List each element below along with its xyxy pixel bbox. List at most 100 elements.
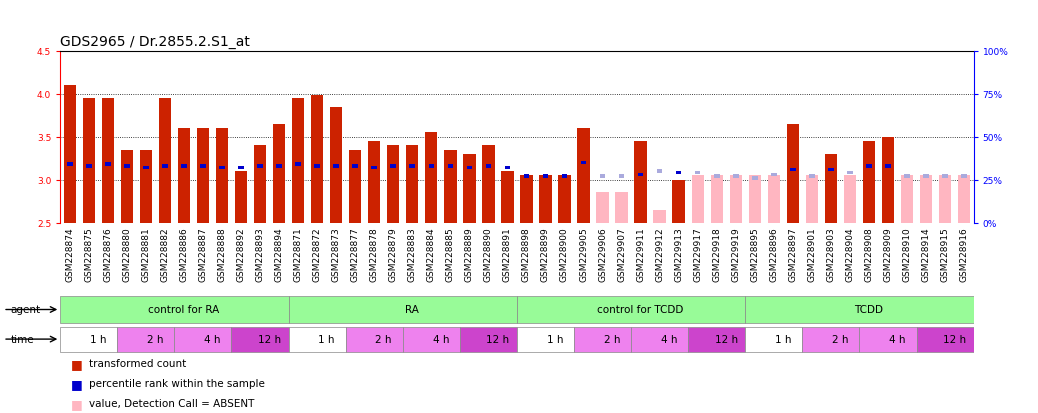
Text: GSM228893: GSM228893 [255, 226, 265, 281]
Bar [809, 175, 815, 178]
Bar [691, 176, 704, 223]
Bar [60, 327, 117, 352]
Text: 4 h: 4 h [890, 334, 906, 344]
Bar [771, 173, 776, 177]
Text: GSM228875: GSM228875 [84, 226, 93, 281]
Text: GSM228900: GSM228900 [559, 226, 569, 281]
Bar [501, 172, 514, 223]
Bar [733, 175, 739, 178]
Bar [466, 166, 472, 170]
Bar [885, 165, 891, 168]
Bar [752, 177, 758, 180]
Bar [429, 165, 434, 168]
Text: GSM229913: GSM229913 [674, 226, 683, 281]
Bar [863, 142, 875, 223]
Text: GSM228880: GSM228880 [122, 226, 132, 281]
Bar [802, 327, 859, 352]
Bar [292, 99, 304, 223]
Bar [825, 154, 837, 223]
Bar [523, 175, 529, 178]
Text: TCDD: TCDD [854, 305, 883, 315]
Text: 12 h: 12 h [487, 334, 510, 344]
Bar [86, 165, 91, 168]
Text: ■: ■ [71, 357, 82, 370]
Text: 2 h: 2 h [832, 334, 849, 344]
Bar [574, 327, 631, 352]
Text: GSM228908: GSM228908 [865, 226, 874, 281]
Bar [714, 175, 719, 178]
Bar [882, 137, 894, 223]
Bar [676, 172, 682, 175]
Bar [346, 327, 403, 352]
Bar [426, 133, 437, 223]
Bar [805, 176, 818, 223]
Text: GSM228883: GSM228883 [408, 226, 417, 281]
Bar [349, 150, 361, 223]
Text: GSM229905: GSM229905 [579, 226, 589, 281]
Bar [289, 297, 517, 323]
Bar [619, 175, 625, 178]
Bar [748, 176, 761, 223]
Text: GSM228873: GSM228873 [331, 226, 340, 281]
Text: GSM228890: GSM228890 [484, 226, 493, 281]
Text: GSM228889: GSM228889 [465, 226, 474, 281]
Text: GSM228881: GSM228881 [141, 226, 151, 281]
Bar [597, 193, 608, 223]
Bar [504, 166, 511, 170]
Text: 12 h: 12 h [258, 334, 281, 344]
Bar [920, 176, 932, 223]
Text: GSM228914: GSM228914 [922, 226, 931, 281]
Bar [958, 176, 971, 223]
Bar [486, 165, 491, 168]
Text: GSM229917: GSM229917 [693, 226, 703, 281]
Bar [844, 176, 856, 223]
Text: GSM228909: GSM228909 [883, 226, 893, 281]
Bar [254, 146, 266, 223]
Bar [444, 150, 457, 223]
Text: GSM228903: GSM228903 [826, 226, 836, 281]
Bar [917, 327, 974, 352]
Bar [943, 175, 948, 178]
Bar [961, 175, 967, 178]
Text: GSM228879: GSM228879 [388, 226, 398, 281]
Bar [295, 163, 301, 166]
Bar [694, 172, 701, 175]
Text: control for TCDD: control for TCDD [598, 305, 684, 315]
Bar [540, 176, 551, 223]
Text: GSM229906: GSM229906 [598, 226, 607, 281]
Text: transformed count: transformed count [89, 358, 187, 368]
Bar [654, 210, 665, 223]
Text: GSM228874: GSM228874 [65, 226, 75, 281]
Bar [352, 165, 358, 168]
Bar [901, 176, 913, 223]
Bar [711, 176, 722, 223]
Bar [117, 327, 174, 352]
Text: GSM229919: GSM229919 [731, 226, 740, 281]
Bar [311, 96, 323, 223]
Bar [730, 176, 742, 223]
Text: GSM228882: GSM228882 [160, 226, 169, 281]
Text: 4 h: 4 h [661, 334, 678, 344]
Bar [828, 168, 834, 171]
Bar [372, 166, 377, 170]
Text: GSM228901: GSM228901 [808, 226, 817, 281]
Bar [162, 165, 168, 168]
Bar [333, 165, 339, 168]
Bar [231, 327, 289, 352]
Bar [745, 327, 802, 352]
Bar [483, 146, 494, 223]
Text: ■: ■ [71, 396, 82, 410]
Bar [143, 166, 148, 170]
Text: agent: agent [10, 305, 40, 315]
Bar [939, 176, 951, 223]
Text: GSM228878: GSM228878 [370, 226, 379, 281]
Bar [235, 172, 247, 223]
Bar [390, 165, 397, 168]
Text: GSM229918: GSM229918 [712, 226, 721, 281]
Text: GSM229912: GSM229912 [655, 226, 664, 281]
Bar [637, 173, 644, 177]
Text: GSM228887: GSM228887 [198, 226, 208, 281]
Bar [83, 99, 94, 223]
Bar [216, 129, 228, 223]
Bar [276, 165, 282, 168]
